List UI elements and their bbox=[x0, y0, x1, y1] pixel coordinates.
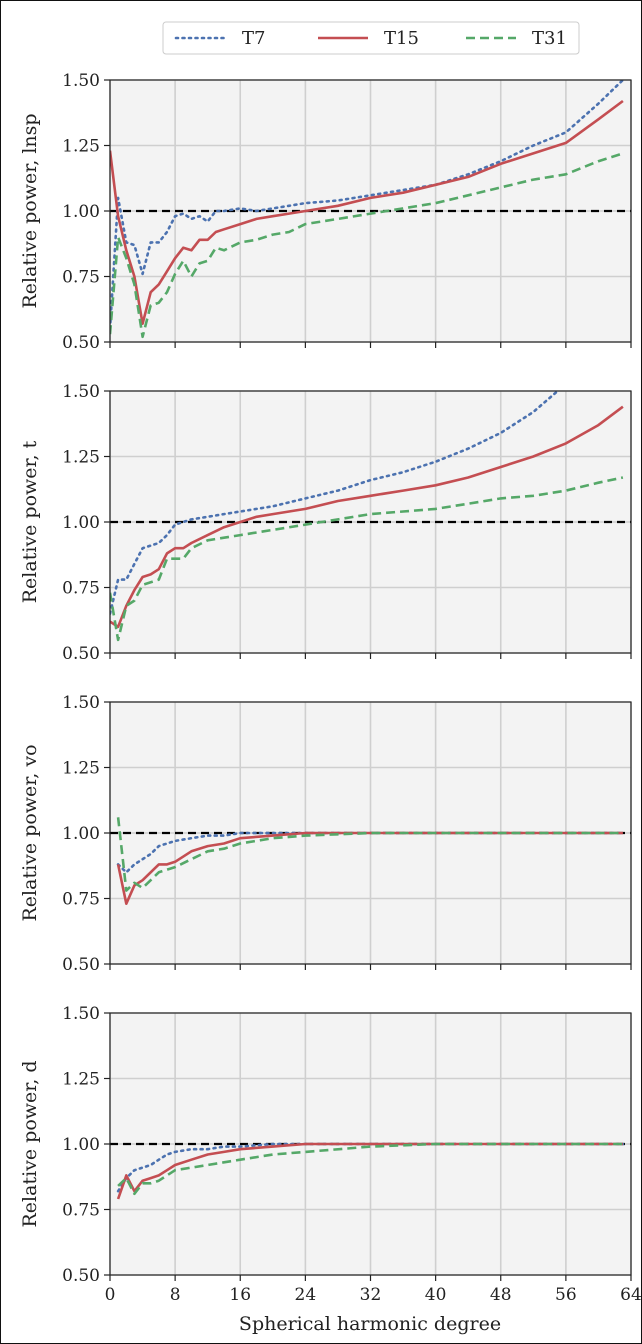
series-line-t31 bbox=[110, 152, 624, 339]
y-tick-label: 0.50 bbox=[62, 1266, 100, 1286]
y-tick-label: 1.00 bbox=[62, 202, 100, 222]
y-tick-label: 1.50 bbox=[62, 1004, 100, 1024]
y-tick-label: 0.75 bbox=[62, 890, 100, 910]
y-tick-label: 1.00 bbox=[62, 513, 100, 533]
y-tick-label: 0.75 bbox=[62, 579, 100, 599]
y-tick-label: 0.50 bbox=[62, 333, 100, 353]
y-tick-label: 1.50 bbox=[62, 693, 100, 713]
panel-3: 0.50 0.75 1.00 1.25 1.50 Relative power, vo bbox=[19, 693, 632, 975]
panels: 0.50 0.75 1.00 1.25 1.50 Relative power, lnsp… bbox=[19, 71, 642, 1305]
series-line-t15 bbox=[110, 405, 624, 629]
panel-4: 0.50 0.75 1.00 1.25 1.50 0 8 16 24 32 40 48 56 64 Rela… bbox=[19, 1004, 642, 1305]
y-tick-label: 1.25 bbox=[62, 1070, 100, 1090]
legend: T7 T15 T31 bbox=[162, 21, 580, 55]
x-tick-label: 48 bbox=[490, 1285, 512, 1305]
y-tick-label: 1.50 bbox=[62, 382, 100, 402]
legend-label-t7: T7 bbox=[242, 28, 265, 49]
series-line-t15 bbox=[110, 99, 624, 326]
y-tick-label: 0.50 bbox=[62, 644, 100, 664]
x-tick-label: 24 bbox=[295, 1285, 317, 1305]
y-tick-label: 1.50 bbox=[62, 71, 100, 91]
panel-2: 0.50 0.75 1.00 1.25 1.50 Relative power, t bbox=[19, 382, 632, 664]
x-tick-label: 0 bbox=[105, 1285, 116, 1305]
panel-1: 0.50 0.75 1.00 1.25 1.50 Relative power, lnsp bbox=[19, 71, 632, 353]
series-line-t7 bbox=[110, 80, 625, 331]
y-tick-label: 1.25 bbox=[62, 137, 100, 157]
y-axis-label: Relative power, lnsp bbox=[19, 113, 41, 308]
x-axis-label: Spherical harmonic degree bbox=[239, 1313, 501, 1335]
x-tick-label: 64 bbox=[620, 1285, 642, 1305]
x-tick-label: 40 bbox=[425, 1285, 447, 1305]
x-tick-label: 32 bbox=[360, 1285, 382, 1305]
y-tick-label: 1.00 bbox=[62, 1135, 100, 1155]
y-tick-label: 1.25 bbox=[62, 448, 100, 468]
y-tick-label: 1.00 bbox=[62, 824, 100, 844]
legend-label-t15: T15 bbox=[384, 28, 419, 49]
y-tick-label: 1.25 bbox=[62, 759, 100, 779]
y-axis-label: Relative power, d bbox=[19, 1060, 41, 1227]
y-tick-label: 0.50 bbox=[62, 955, 100, 975]
series-line-t31 bbox=[110, 476, 624, 642]
series-line-t31 bbox=[116, 817, 623, 892]
y-tick-label: 0.75 bbox=[62, 1201, 100, 1221]
x-tick-label: 16 bbox=[229, 1285, 251, 1305]
y-axis-label: Relative power, vo bbox=[19, 744, 41, 921]
legend-label-t31: T31 bbox=[532, 28, 567, 49]
legend-box bbox=[162, 21, 580, 55]
x-tick-label: 8 bbox=[170, 1285, 181, 1305]
series-line-t7 bbox=[110, 391, 560, 616]
y-tick-label: 0.75 bbox=[62, 268, 100, 288]
y-axis-label: Relative power, t bbox=[19, 440, 41, 603]
series-line-t31 bbox=[117, 1142, 623, 1196]
x-tick-label: 56 bbox=[555, 1285, 577, 1305]
